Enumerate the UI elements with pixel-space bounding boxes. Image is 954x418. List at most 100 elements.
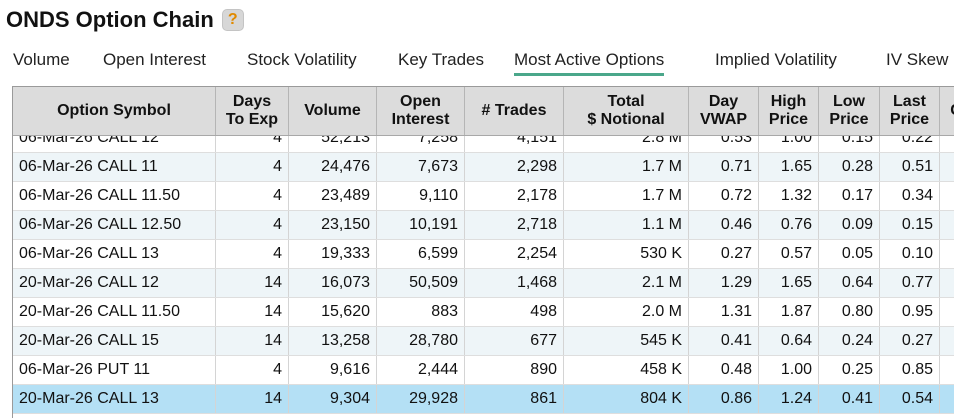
column-header-label: Volume: [304, 102, 361, 120]
cell-next-column: [940, 269, 954, 297]
cell-days-to-exp: 4: [216, 182, 289, 210]
cell-trades: 2,178: [465, 182, 564, 210]
column-header-line: Day: [708, 93, 739, 110]
cell-option-symbol: 20-Mar-26 CALL 15: [13, 327, 216, 355]
table-row[interactable]: 20-Mar-26 CALL 13 14 9,304 29,928 861 804 K 0.…: [13, 385, 954, 414]
help-icon[interactable]: ?: [221, 9, 244, 31]
column-header-line: # Trades: [481, 102, 547, 119]
cell-total-notional: 530 K: [564, 240, 689, 268]
table-header: Option Symbol Days To Exp Volume Open Interes…: [13, 87, 954, 136]
cell-next-column: [940, 298, 954, 326]
tab-volume[interactable]: Volume: [13, 50, 70, 69]
cell-volume: 52,213: [289, 136, 377, 152]
cell-low-price: 0.09: [819, 211, 880, 239]
column-header-open-interest[interactable]: Open Interest: [377, 87, 465, 135]
table-row[interactable]: 20-Mar-26 CALL 12 14 16,073 50,509 1,468 2.1 …: [13, 269, 954, 298]
cell-total-notional: 1.7 M: [564, 153, 689, 181]
column-header-volume[interactable]: Volume: [289, 87, 377, 135]
table-row[interactable]: 06-Mar-26 CALL 11.50 4 23,489 9,110 2,178 1.7…: [13, 182, 954, 211]
cell-volume: 9,616: [289, 356, 377, 384]
cell-total-notional: 804 K: [564, 385, 689, 413]
tab-iv-skew[interactable]: IV Skew: [886, 50, 949, 69]
cell-high-price: 1.87: [759, 298, 819, 326]
cell-last-price: 0.77: [880, 269, 940, 297]
cell-day-vwap: 0.27: [689, 240, 759, 268]
cell-trades: 2,298: [465, 153, 564, 181]
cell-trades: 861: [465, 385, 564, 413]
cell-trades: 2,254: [465, 240, 564, 268]
column-header-label: Low Price: [829, 93, 868, 129]
cell-low-price: 0.05: [819, 240, 880, 268]
cell-days-to-exp: 14: [216, 385, 289, 413]
tab-stock-volatility[interactable]: Stock Volatility: [247, 50, 357, 69]
cell-day-vwap: 0.46: [689, 211, 759, 239]
cell-day-vwap: 0.41: [689, 327, 759, 355]
cell-volume: 23,489: [289, 182, 377, 210]
cell-last-price: 0.85: [880, 356, 940, 384]
cell-total-notional: 458 K: [564, 356, 689, 384]
cell-trades: 677: [465, 327, 564, 355]
column-header-line: Low: [832, 93, 865, 110]
cell-high-price: 1.00: [759, 136, 819, 152]
cell-last-price: 0.10: [880, 240, 940, 268]
tab-most-active-options[interactable]: Most Active Options: [514, 44, 665, 76]
column-header-total-notional[interactable]: Total $ Notional: [564, 87, 689, 135]
cell-total-notional: 545 K: [564, 327, 689, 355]
column-header-option-symbol[interactable]: Option Symbol: [13, 87, 216, 135]
cell-high-price: 1.24: [759, 385, 819, 413]
cell-day-vwap: 1.29: [689, 269, 759, 297]
cell-high-price: 1.00: [759, 356, 819, 384]
cell-days-to-exp: 4: [216, 240, 289, 268]
cell-high-price: 1.65: [759, 269, 819, 297]
column-header-label: # Trades: [482, 102, 547, 120]
column-header-days-to-exp[interactable]: Days To Exp: [216, 87, 289, 135]
table-row[interactable]: 06-Mar-26 PUT 11 4 9,616 2,444 890 458 K 0.48 1…: [13, 356, 954, 385]
cell-last-price: 0.34: [880, 182, 940, 210]
cell-next-column: [940, 240, 954, 268]
column-header-low-price[interactable]: Low Price: [819, 87, 880, 135]
column-header-high-price[interactable]: High Price: [759, 87, 819, 135]
column-header-line: Price: [768, 111, 809, 128]
cell-volume: 24,476: [289, 153, 377, 181]
table-row[interactable]: 06-Mar-26 CALL 12.50 4 23,150 10,191 2,718 1.…: [13, 211, 954, 240]
column-header-next-column[interactable]: C: [940, 87, 954, 135]
cell-last-price: 0.51: [880, 153, 940, 181]
cell-low-price: 0.25: [819, 356, 880, 384]
cell-days-to-exp: 14: [216, 327, 289, 355]
cell-option-symbol: 06-Mar-26 PUT 11: [13, 356, 216, 384]
cell-last-price: 0.27: [880, 327, 940, 355]
cell-days-to-exp: 4: [216, 356, 289, 384]
cell-low-price: 0.80: [819, 298, 880, 326]
cell-trades: 4,151: [465, 136, 564, 152]
cell-next-column: [940, 356, 954, 384]
cell-total-notional: 2.0 M: [564, 298, 689, 326]
cell-day-vwap: 0.48: [689, 356, 759, 384]
column-header-line: High: [770, 93, 807, 110]
tab-key-trades[interactable]: Key Trades: [398, 50, 484, 69]
cell-trades: 2,718: [465, 211, 564, 239]
column-header-label: Open Interest: [392, 93, 450, 129]
cell-last-price: 0.95: [880, 298, 940, 326]
column-header-day-vwap[interactable]: Day VWAP: [689, 87, 759, 135]
cell-high-price: 0.76: [759, 211, 819, 239]
cell-open-interest: 7,673: [377, 153, 465, 181]
cell-low-price: 0.15: [819, 136, 880, 152]
tab-implied-volatility[interactable]: Implied Volatility: [715, 50, 837, 69]
column-header-line: Days: [232, 93, 272, 110]
column-header-line: Open: [400, 93, 441, 110]
column-header-trades[interactable]: # Trades: [465, 87, 564, 135]
cell-low-price: 0.17: [819, 182, 880, 210]
cell-open-interest: 9,110: [377, 182, 465, 210]
cell-days-to-exp: 4: [216, 136, 289, 152]
cell-low-price: 0.28: [819, 153, 880, 181]
tab-open-interest[interactable]: Open Interest: [103, 50, 207, 69]
cell-day-vwap: 0.72: [689, 182, 759, 210]
cell-day-vwap: 0.53: [689, 136, 759, 152]
column-header-last-price[interactable]: Last Price: [880, 87, 940, 135]
